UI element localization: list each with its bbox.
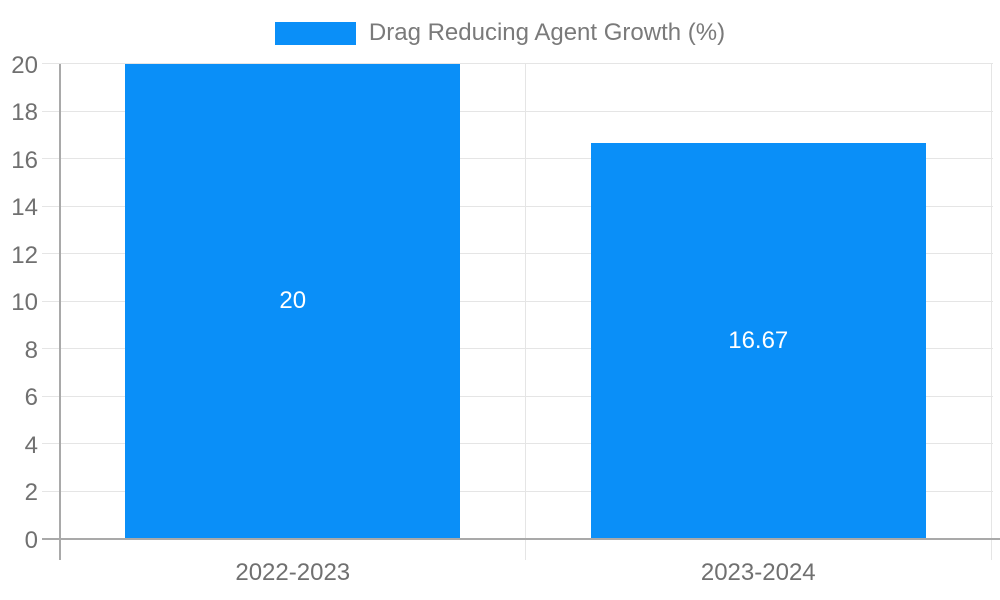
x-axis-tick-label: 2022-2023 — [235, 559, 351, 586]
bar — [590, 142, 926, 539]
y-gridline — [42, 63, 993, 64]
y-axis-line — [59, 63, 61, 560]
y-gridline — [42, 300, 993, 302]
y-gridline — [42, 205, 993, 207]
y-axis-tick-label: 12 — [11, 241, 38, 269]
x-gridline — [990, 63, 992, 560]
y-axis-tick-label: 20 — [11, 51, 38, 79]
x-gridline — [525, 63, 526, 560]
legend-item[interactable]: Drag Reducing Agent Growth (%) — [0, 19, 1000, 47]
y-axis-tick-label: 18 — [11, 99, 38, 127]
bar — [125, 63, 461, 539]
y-axis-tick-label: 6 — [24, 384, 38, 412]
y-gridline — [42, 443, 993, 445]
y-axis-tick-label: 8 — [24, 336, 38, 364]
y-gridline — [42, 158, 993, 160]
y-gridline — [42, 395, 993, 397]
x-axis-tick-label: 2023-2024 — [700, 559, 816, 586]
y-gridline — [42, 110, 993, 112]
legend-swatch — [274, 21, 356, 45]
bar-value-label: 16.67 — [728, 326, 789, 354]
y-axis-tick-label: 4 — [24, 431, 38, 459]
y-axis-tick-label: 16 — [11, 146, 38, 174]
y-axis-tick-label: 0 — [24, 527, 38, 554]
x-axis-line — [42, 538, 1000, 540]
y-axis-tick-label: 2 — [24, 479, 38, 507]
y-gridline — [42, 490, 993, 492]
bar-value-label: 20 — [279, 287, 307, 315]
y-axis-tick-label: 14 — [11, 194, 38, 222]
y-axis-tick-label: 10 — [11, 289, 38, 317]
legend-label: Drag Reducing Agent Growth (%) — [368, 19, 726, 46]
y-gridline — [42, 348, 993, 350]
y-gridline — [42, 253, 993, 255]
